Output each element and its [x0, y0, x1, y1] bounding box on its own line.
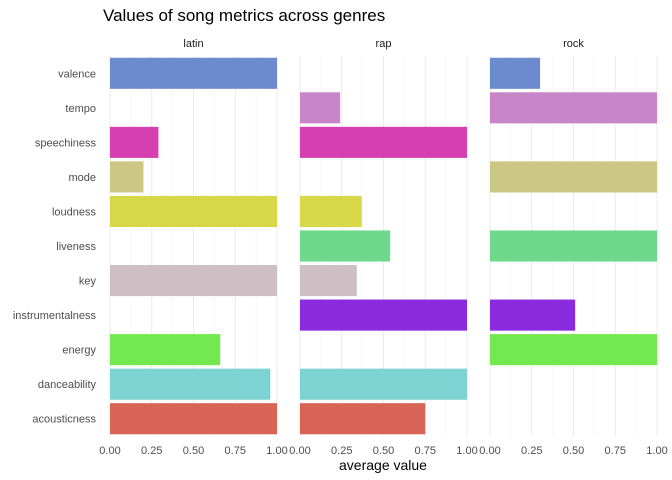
x-tick-label: 0.75	[225, 445, 246, 457]
x-tick-label: 1.00	[266, 445, 287, 457]
bar-rap-instrumentalness	[300, 299, 467, 331]
x-tick-label: 0.00	[479, 445, 500, 457]
x-tick-label: 0.50	[373, 445, 394, 457]
bar-rap-danceability	[300, 368, 467, 400]
bar-latin-speechiness	[110, 126, 159, 158]
x-tick-label: 0.75	[415, 445, 436, 457]
bar-latin-energy	[110, 334, 221, 366]
bar-rap-acousticness	[300, 403, 426, 435]
panels: latin 0.00 0.25 0.50 0.75 1.00 rap 0.00 0.25 0.50…	[99, 38, 667, 457]
x-tick-label: 0.50	[183, 445, 204, 457]
panel-rock: rock 0.00 0.25 0.50 0.75 1.00	[479, 38, 667, 457]
bar-latin-valence	[110, 57, 277, 89]
bar-rock-valence	[490, 57, 541, 89]
category-label-speechiness: speechiness	[35, 137, 97, 149]
bar-rock-instrumentalness	[490, 299, 576, 331]
bar-rap-loudness	[300, 195, 362, 227]
panel-title-rock: rock	[563, 38, 584, 50]
bar-rap-speechiness	[300, 126, 467, 158]
panel-rap: rap 0.00 0.25 0.50 0.75 1.00	[289, 38, 477, 457]
bar-rock-tempo	[490, 92, 657, 124]
bar-latin-loudness	[110, 195, 277, 227]
category-label-danceability: danceability	[38, 379, 97, 391]
x-tick-label: 0.25	[331, 445, 352, 457]
x-tick-label: 0.00	[99, 445, 120, 457]
category-label-energy: energy	[62, 345, 96, 357]
bar-rap-liveness	[300, 230, 391, 262]
panel-title-rap: rap	[376, 38, 392, 50]
x-tick-label: 0.25	[521, 445, 542, 457]
category-label-valence: valence	[58, 68, 96, 80]
category-label-liveness: liveness	[56, 241, 96, 253]
category-label-acousticness: acousticness	[32, 414, 96, 426]
bar-latin-danceability	[110, 368, 271, 400]
category-label-tempo: tempo	[65, 103, 96, 115]
x-tick-label: 0.75	[605, 445, 626, 457]
x-tick-label: 1.00	[456, 445, 477, 457]
panel-latin: latin 0.00 0.25 0.50 0.75 1.00	[99, 38, 287, 457]
bar-rap-key	[300, 265, 357, 297]
category-label-mode: mode	[68, 172, 96, 184]
category-label-key: key	[79, 276, 97, 288]
bar-rock-energy	[490, 334, 657, 366]
x-tick-label: 1.00	[646, 445, 667, 457]
panel-title-latin: latin	[183, 38, 203, 50]
category-labels: valence tempo speechiness mode loudness liven…	[13, 68, 97, 425]
category-label-loudness: loudness	[52, 206, 97, 218]
chart-title: Values of song metrics across genres	[103, 6, 385, 25]
bar-latin-key	[110, 265, 277, 297]
x-tick-label: 0.25	[141, 445, 162, 457]
x-axis-label: average value	[339, 457, 427, 473]
bar-latin-acousticness	[110, 403, 277, 435]
bar-rock-liveness	[490, 230, 657, 262]
x-tick-label: 0.50	[563, 445, 584, 457]
bar-rock-mode	[490, 161, 657, 193]
bar-rap-tempo	[300, 92, 341, 124]
x-tick-label: 0.00	[289, 445, 310, 457]
category-label-instrumentalness: instrumentalness	[13, 310, 97, 322]
bar-latin-mode	[110, 161, 144, 193]
